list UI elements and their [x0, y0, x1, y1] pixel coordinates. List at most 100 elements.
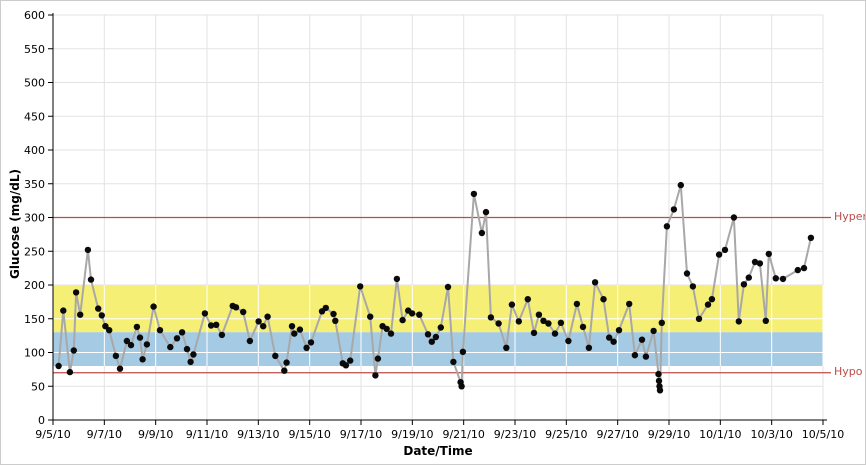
glucose-data-point — [704, 301, 712, 308]
glucose-data-point — [708, 296, 716, 303]
x-tick-label: 9/27/10 — [596, 428, 638, 441]
glucose-data-point — [762, 317, 769, 324]
glucose-data-point — [322, 304, 329, 312]
x-tick-label: 10/5/10 — [802, 428, 844, 441]
glucose-data-point — [95, 305, 102, 312]
glucose-data-point — [123, 337, 131, 345]
x-tick-label: 10/1/10 — [699, 428, 741, 441]
glucose-data-point — [565, 337, 572, 345]
glucose-data-point — [524, 296, 531, 303]
glucose-data-point — [551, 330, 559, 337]
glucose-data-point — [626, 300, 633, 308]
x-tick-label: 9/9/10 — [138, 428, 173, 441]
x-tick-label: 10/3/10 — [750, 428, 792, 441]
glucose-data-point — [127, 341, 135, 349]
glucose-data-point — [102, 323, 109, 330]
glucose-data-point — [631, 352, 639, 359]
glucose-data-point — [579, 323, 587, 331]
glucose-data-point — [677, 181, 684, 189]
glucose-data-point — [133, 323, 141, 331]
glucose-data-point — [372, 372, 379, 379]
glucose-data-point — [794, 266, 801, 274]
glucose-data-point — [77, 311, 84, 318]
glucose-data-point — [530, 329, 538, 337]
glucose-data-point — [721, 246, 729, 254]
hyper-threshold-label: Hyper — [834, 209, 866, 223]
glucose-data-point — [416, 311, 423, 318]
glucose-data-point — [190, 351, 197, 358]
glucose-data-point — [428, 338, 435, 345]
x-tick-label: 9/23/10 — [494, 428, 536, 441]
glucose-data-point — [730, 214, 738, 221]
glucose-data-point — [387, 330, 395, 337]
glucose-data-point — [218, 331, 226, 339]
y-tick-label: 250 — [24, 245, 45, 258]
glucose-data-point — [255, 318, 262, 325]
glucose-data-point — [663, 223, 671, 230]
glucose-data-point — [573, 300, 581, 308]
glucose-data-point — [610, 338, 617, 345]
glucose-data-point — [591, 279, 599, 286]
glucose-data-point — [288, 323, 296, 330]
glucose-data-point — [650, 327, 657, 335]
glucose-data-point — [260, 323, 267, 330]
glucose-data-point — [432, 333, 440, 341]
glucose-data-point — [444, 283, 452, 291]
glucose-data-point — [656, 387, 664, 394]
x-tick-label: 9/7/10 — [87, 428, 122, 441]
glucose-data-point — [143, 341, 151, 348]
glucose-data-point — [183, 345, 191, 353]
y-tick-label: 450 — [24, 110, 45, 123]
glucose-data-point — [357, 283, 364, 290]
glucose-data-point — [695, 315, 703, 322]
x-tick-label: 9/29/10 — [648, 428, 690, 441]
x-axis-title: Date/Time — [403, 444, 473, 458]
glucose-data-point — [307, 339, 315, 346]
glucose-data-point — [374, 355, 382, 362]
glucose-data-point — [670, 206, 678, 213]
glucose-data-point — [756, 260, 764, 267]
glucose-data-point — [478, 229, 486, 237]
glucose-data-point — [291, 330, 298, 337]
glucose-data-point — [683, 270, 691, 277]
glucose-data-point — [281, 367, 288, 374]
glucose-data-point — [515, 318, 522, 325]
glucose-data-point — [330, 310, 337, 318]
glucose-data-point — [112, 352, 120, 360]
glucose-data-point — [55, 362, 62, 370]
glucose-data-point — [807, 234, 815, 241]
glucose-data-point — [342, 362, 350, 369]
glucose-data-point — [779, 275, 787, 283]
glucose-data-point — [393, 275, 401, 283]
glucose-data-point — [201, 310, 209, 317]
glucose-data-point — [367, 313, 374, 320]
glucose-data-point — [187, 358, 194, 366]
glucose-data-point — [72, 289, 80, 296]
glucose-data-point — [655, 377, 663, 385]
glucose-data-point — [139, 356, 146, 363]
glucose-data-point — [508, 301, 516, 308]
glucose-data-point — [655, 370, 662, 378]
y-tick-label: 150 — [24, 313, 45, 326]
y-tick-label: 400 — [24, 144, 45, 157]
glucose-data-point — [800, 264, 808, 272]
y-tick-label: 600 — [24, 9, 45, 22]
x-tick-label: 9/11/10 — [186, 428, 228, 441]
y-tick-label: 350 — [24, 178, 45, 191]
glucose-data-point — [84, 246, 92, 254]
glucose-data-point — [535, 311, 543, 318]
glucose-data-point — [347, 357, 354, 364]
glucose-data-point — [408, 310, 416, 317]
glucose-data-point — [70, 347, 78, 354]
glucose-data-point — [772, 275, 779, 282]
glucose-data-point — [173, 335, 181, 342]
glucose-data-point — [503, 344, 510, 351]
glucose-data-point — [213, 321, 220, 328]
glucose-data-point — [332, 317, 339, 324]
glucose-data-point — [745, 274, 752, 281]
target-band-upper — [53, 285, 823, 333]
glucose-data-point — [246, 337, 254, 345]
x-tick-label: 9/5/10 — [35, 428, 70, 441]
